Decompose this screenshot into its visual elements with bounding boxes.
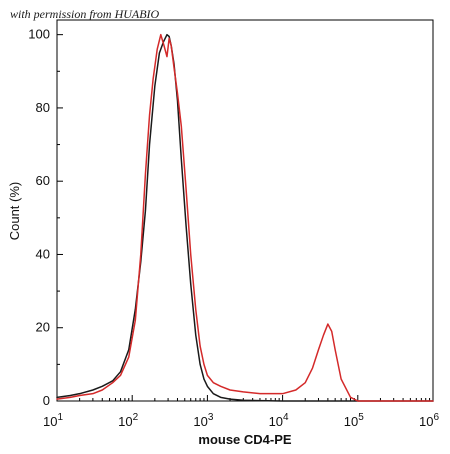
x-tick-exponent: 1 [57,412,63,423]
x-tick-exponent: 6 [433,412,439,423]
y-tick-label: 80 [36,100,50,115]
x-tick-label: 106 [419,412,439,429]
x-tick-base: 10 [43,414,57,429]
y-tick-label: 100 [28,27,50,42]
x-tick-base: 10 [118,414,132,429]
watermark-text: with permission from HUABIO [10,7,160,21]
y-tick-label: 60 [36,173,50,188]
x-tick-label: 101 [43,412,63,429]
y-tick-label: 0 [43,393,50,408]
x-tick-label: 104 [269,412,289,429]
y-axis: 0 20 40 60 80 100 [28,27,63,408]
x-axis-title: mouse CD4-PE [198,432,292,447]
x-tick-label: 103 [193,412,213,429]
x-tick-label: 105 [344,412,364,429]
y-tick-label: 40 [36,246,50,261]
series-line-1 [56,33,434,402]
x-tick-exponent: 5 [358,412,364,423]
series-layer [56,33,434,402]
x-tick-base: 10 [344,414,358,429]
x-tick-base: 10 [193,414,207,429]
plot-frame [56,19,434,402]
x-tick-label: 102 [118,412,138,429]
x-tick-exponent: 2 [133,412,139,423]
x-tick-base: 10 [269,414,283,429]
x-axis: 101 102 103 104 105 106 [43,395,439,429]
y-axis-title: Count (%) [7,182,22,241]
x-tick-exponent: 4 [283,412,289,423]
y-tick-label: 20 [36,320,50,335]
x-tick-exponent: 3 [208,412,214,423]
x-tick-base: 10 [419,414,433,429]
series-line-2 [56,33,434,402]
